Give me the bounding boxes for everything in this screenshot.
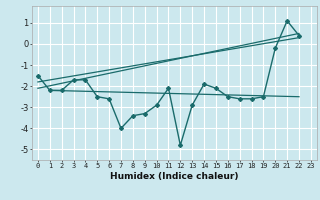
- X-axis label: Humidex (Indice chaleur): Humidex (Indice chaleur): [110, 172, 239, 181]
